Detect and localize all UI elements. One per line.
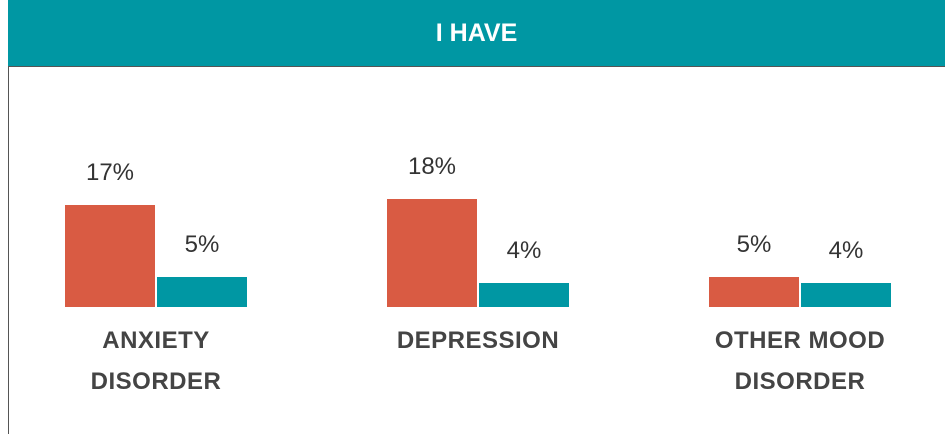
data-label: 4% bbox=[828, 237, 864, 264]
category-label: ANXIETY DISORDER bbox=[90, 327, 222, 395]
data-label: 17% bbox=[85, 159, 135, 186]
data-label: 18% bbox=[407, 153, 457, 180]
bar bbox=[801, 283, 891, 307]
frame bbox=[8, 0, 945, 434]
bar bbox=[387, 199, 477, 307]
data-label: 5% bbox=[736, 231, 772, 258]
data-label: 4% bbox=[506, 237, 542, 264]
bar bbox=[157, 277, 247, 307]
bar bbox=[479, 283, 569, 307]
data-label: 5% bbox=[184, 231, 220, 258]
bar bbox=[709, 277, 799, 307]
category-label: DEPRESSION bbox=[396, 327, 560, 354]
chart-title: I HAVE bbox=[8, 0, 945, 67]
bar bbox=[65, 205, 155, 307]
category-label: OTHER MOOD DISORDER bbox=[714, 327, 886, 395]
